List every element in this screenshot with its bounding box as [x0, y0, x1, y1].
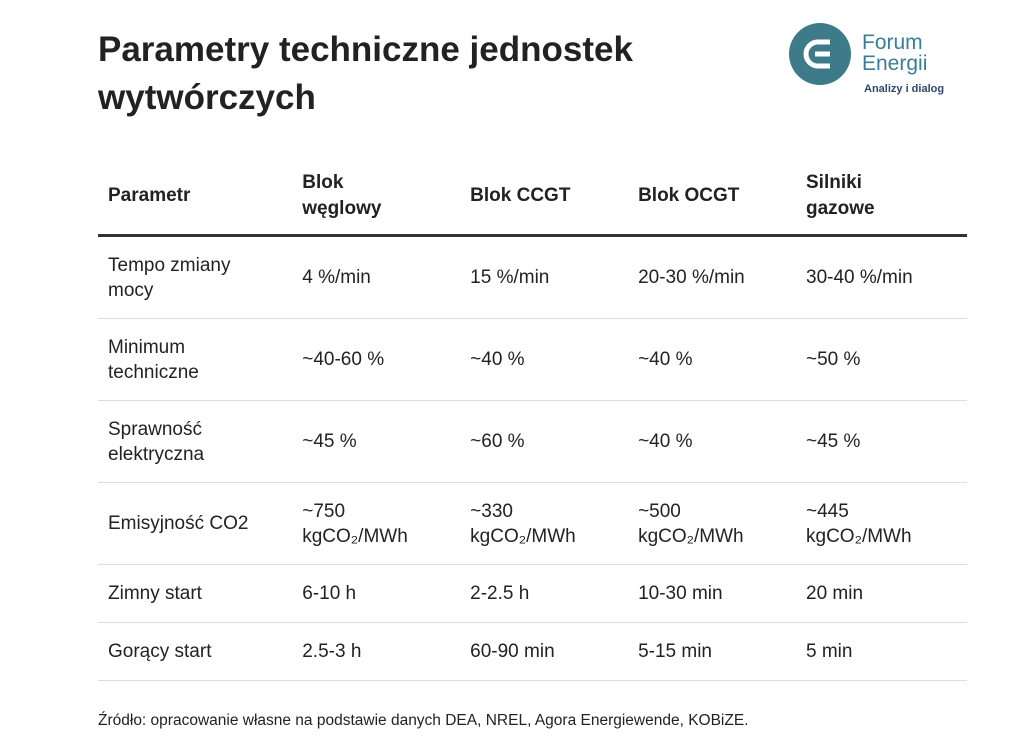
table-cell: ~50 %	[796, 318, 967, 401]
table-cell: ~45 %	[796, 400, 967, 483]
table-cell-text: ~750 kgCO₂/MWh	[302, 500, 408, 547]
table-cell-text: ~40 %	[638, 431, 693, 452]
column-header: Blok węglowy	[292, 158, 461, 237]
column-header-text: Blok OCGT	[638, 185, 740, 206]
table-cell-text: ~40-60 %	[302, 349, 385, 370]
table-cell-text: Minimum techniczne	[108, 336, 199, 383]
table-cell: 5-15 min	[628, 622, 796, 681]
table-cell: 4 %/min	[292, 235, 461, 319]
logo: Forum Energii Analizy i dialog	[786, 22, 956, 102]
column-header-text: Blok węglowy	[302, 172, 382, 219]
table-cell-text: ~330 kgCO₂/MWh	[470, 500, 576, 547]
table-cell: 6-10 h	[292, 564, 461, 623]
table-cell: Emisyjność CO2	[98, 482, 293, 565]
table-cell: Gorący start	[98, 622, 293, 681]
table-row: Sprawność elektryczna ~45 % ~60 % ~40 % ~45 …	[98, 400, 967, 483]
table-cell: ~60 %	[460, 400, 629, 483]
source-note: Źródło: opracowanie własne na podstawie …	[98, 712, 749, 729]
table-cell-text: 10-30 min	[638, 583, 723, 604]
table-cell: ~40 %	[460, 318, 629, 401]
logo-text: Energii	[862, 52, 928, 75]
table-cell: 20 min	[796, 564, 967, 623]
table-cell: ~40 %	[628, 318, 796, 401]
table-cell-text: ~45 %	[302, 431, 357, 452]
table-cell: Minimum techniczne	[98, 318, 293, 401]
table-cell: ~40 %	[628, 400, 796, 483]
table-cell-text: ~60 %	[470, 431, 525, 452]
table-cell: Tempo zmiany mocy	[98, 235, 293, 319]
table: Parametr Blok węglowy Blok CCGT Blok OCGT Si…	[98, 158, 967, 681]
logo-tagline: Analizy i dialog	[864, 83, 945, 95]
column-header-text: Silniki gazowe	[806, 172, 875, 219]
table-cell-text: ~500 kgCO₂/MWh	[638, 500, 744, 547]
table-cell: ~750 kgCO₂/MWh	[292, 482, 461, 565]
table-cell: ~330 kgCO₂/MWh	[460, 482, 629, 565]
table-cell-text: Sprawność elektryczna	[108, 418, 205, 465]
table-cell-text: ~40 %	[470, 349, 525, 370]
table-cell-text: 20-30 %/min	[638, 267, 745, 288]
table-cell: 60-90 min	[460, 622, 629, 681]
table-cell: 30-40 %/min	[796, 235, 967, 319]
table-cell-text: 60-90 min	[470, 641, 555, 662]
table-row: Emisyjność CO2 ~750 kgCO₂/MWh ~330 kgCO₂/M…	[98, 482, 967, 565]
column-header-text: Parametr	[108, 185, 191, 206]
table-cell-text: Tempo zmiany mocy	[108, 254, 231, 301]
table-cell: Sprawność elektryczna	[98, 400, 293, 483]
table-cell-text: Gorący start	[108, 641, 212, 662]
table-row: Tempo zmiany mocy 4 %/min 15 %/min 20-30 %/…	[98, 235, 967, 319]
table-cell-text: 5-15 min	[638, 641, 712, 662]
table-cell: 15 %/min	[460, 235, 629, 319]
column-header: Blok OCGT	[628, 158, 796, 237]
logo-text: Forum	[862, 31, 923, 54]
table-cell-text: 30-40 %/min	[806, 267, 913, 288]
table-cell-text: 5 min	[806, 641, 853, 662]
table-cell-text: ~445 kgCO₂/MWh	[806, 500, 912, 547]
column-header: Silniki gazowe	[796, 158, 967, 237]
table-cell: ~500 kgCO₂/MWh	[628, 482, 796, 565]
table-row: Gorący start 2.5-3 h 60-90 min 5-15 min 5 mi…	[98, 622, 967, 681]
title: Parametry techniczne jednostek wytwórczy…	[98, 30, 633, 117]
table-cell: 10-30 min	[628, 564, 796, 623]
table-cell: Zimny start	[98, 564, 293, 623]
table-cell-text: ~45 %	[806, 431, 861, 452]
table-cell-text: 15 %/min	[470, 267, 550, 288]
table-cell-text: 2.5-3 h	[302, 641, 362, 662]
table-cell: 5 min	[796, 622, 967, 681]
table-cell-text: 2-2.5 h	[470, 583, 530, 604]
table-cell-text: 20 min	[806, 583, 864, 604]
table-row: Minimum techniczne ~40-60 % ~40 % ~40 % ~50 …	[98, 318, 967, 401]
table-cell-text: 4 %/min	[302, 267, 371, 288]
table-cell-text: Zimny start	[108, 583, 202, 604]
table-cell: 2-2.5 h	[460, 564, 629, 623]
table-cell-text: ~40 %	[638, 349, 693, 370]
table-cell: 2.5-3 h	[292, 622, 461, 681]
table-cell-text: ~50 %	[806, 349, 861, 370]
table-cell: ~445 kgCO₂/MWh	[796, 482, 967, 565]
column-header: Parametr	[98, 158, 293, 237]
column-header: Blok CCGT	[460, 158, 629, 237]
table-cell-text: Emisyjność CO2	[108, 513, 249, 534]
table-cell-text: 6-10 h	[302, 583, 357, 604]
logo-icon	[789, 23, 851, 85]
column-header-text: Blok CCGT	[470, 185, 571, 206]
table-cell: 20-30 %/min	[628, 235, 796, 319]
table-cell: ~45 %	[292, 400, 461, 483]
table-row: Zimny start 6-10 h 2-2.5 h 10-30 min 20 min	[98, 564, 967, 623]
table-cell: ~40-60 %	[292, 318, 461, 401]
